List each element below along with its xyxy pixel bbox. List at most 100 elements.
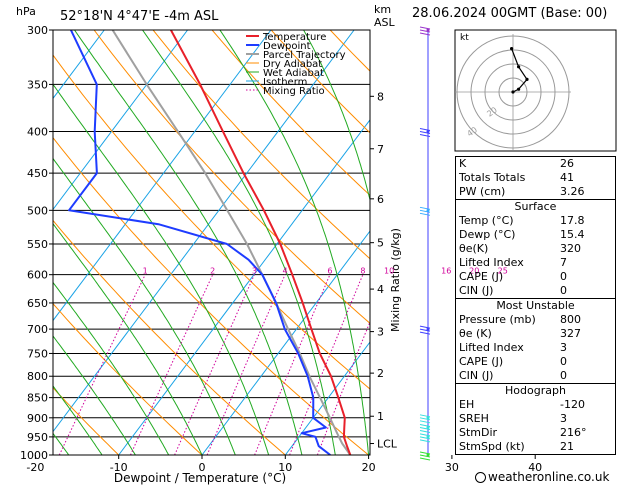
table-row: θe(K) 320 <box>456 242 615 256</box>
pressure-tick-label: 550 <box>27 238 48 251</box>
copyright-icon <box>475 472 486 483</box>
dry-adiabat-line <box>53 302 203 455</box>
temperature-tick-label: 0 <box>199 461 206 474</box>
row-label: Lifted Index <box>459 341 524 354</box>
wind-barb-tick <box>419 29 431 33</box>
table-row: Dewp (°C) 15.4 <box>456 228 615 242</box>
wind-barb-tick <box>419 451 431 455</box>
pressure-tick-label: 1000 <box>20 449 48 462</box>
table-row: Lifted Index 7 <box>456 256 615 270</box>
surface-section: Surface Temp (°C) 17.8 Dewp (°C) 15.4 θe(K) 3… <box>455 200 616 299</box>
most-unstable-table: Pressure (mb) 800 θe (K) 327 Lifted Index 3 CA… <box>456 313 615 383</box>
table-row: Lifted Index 3 <box>456 341 615 355</box>
temperature-tick-label: -10 <box>110 461 128 474</box>
mixing-ratio-line <box>206 274 286 455</box>
row-label: PW (cm) <box>459 185 506 198</box>
row-value: 216° <box>560 426 587 439</box>
row-value: 3 <box>560 341 567 354</box>
row-label: Temp (°C) <box>459 214 514 227</box>
dry-adiabat-line <box>53 54 370 390</box>
forecast-date: 28.06.2024 00GMT (Base: 00) <box>412 6 608 21</box>
wind-barb-column <box>419 26 431 461</box>
wind-barb-tick <box>419 26 431 30</box>
height-tick-label: 5 <box>377 237 384 250</box>
table-row: K 26 <box>456 157 616 172</box>
hodograph-unit: kt <box>460 33 469 43</box>
hodograph-title: Hodograph <box>505 384 566 397</box>
wind-barb-tick <box>419 209 431 213</box>
wind-barb-tick <box>419 417 431 421</box>
footer-link[interactable]: weatheronline.co.uk <box>488 470 610 484</box>
pressure-tick-label: 300 <box>27 24 48 37</box>
hodograph-point <box>511 90 515 94</box>
wind-barb-tick <box>419 426 431 430</box>
mixing-ratio-label: 2 <box>210 267 215 276</box>
row-value: 15.4 <box>560 228 585 241</box>
wet-adiabat-line <box>53 335 136 455</box>
dry-adiabat-line <box>53 387 120 455</box>
pressure-tick-label: 650 <box>27 297 48 310</box>
wind-barb <box>419 325 431 335</box>
legend-label: Dewpoint <box>263 41 311 52</box>
row-value: 17.8 <box>560 214 585 227</box>
wind-barb-tick <box>419 325 431 329</box>
height-tick-label: 2 <box>377 367 384 380</box>
wet-adiabat-line <box>53 157 236 455</box>
pressure-tick-label: 800 <box>27 370 48 383</box>
height-tick-label: 4 <box>377 283 384 296</box>
wind-barb <box>419 451 431 461</box>
row-label: EH <box>459 398 475 411</box>
x-axis-title: Dewpoint / Temperature (°C) <box>114 471 286 485</box>
mixing-ratio-label: 6 <box>327 267 332 276</box>
table-row: EH -120 <box>456 398 615 412</box>
row-label: Dewp (°C) <box>459 228 516 241</box>
height-tick-label: 7 <box>377 143 384 156</box>
wet-adiabat-line <box>303 30 370 202</box>
mixing-ratio-axis-title: Mixing Ratio (g/kg) <box>389 228 402 332</box>
pressure-tick-label: 850 <box>27 392 48 405</box>
table-row: θe (K) 327 <box>456 327 615 341</box>
height-unit-asl: ASL <box>374 16 396 29</box>
table-row: PW (cm) 3.26 <box>456 185 616 200</box>
wind-barb-tick <box>419 454 431 458</box>
mixing-ratio-label: 20 <box>469 267 479 276</box>
table-row: Pressure (mb) 800 <box>456 313 615 327</box>
wind-barb <box>419 26 431 36</box>
row-label: SREH <box>459 412 489 425</box>
wind-barb-tick <box>419 414 431 418</box>
row-value: 800 <box>560 313 581 326</box>
wind-barb-tick <box>419 436 431 440</box>
pressure-tick-label: 600 <box>27 269 48 282</box>
wind-barb-tick <box>419 457 431 461</box>
wet-adiabat-line <box>53 385 103 455</box>
row-label: K <box>459 157 467 170</box>
mixing-ratio-label: 8 <box>360 267 365 276</box>
row-label: Lifted Index <box>459 256 524 269</box>
row-value: 0 <box>560 369 567 382</box>
wind-barb <box>419 414 431 424</box>
row-value: 3.26 <box>560 185 585 198</box>
row-label: CIN (J) <box>459 369 494 382</box>
table-row: CIN (J) 0 <box>456 284 615 298</box>
pressure-tick-label: 900 <box>27 412 48 425</box>
wind-barb <box>419 128 431 138</box>
wind-barb-tick <box>419 128 431 132</box>
indices-panel: K 26 Totals Totals 41 PW (cm) 3.26 Surface Te… <box>455 156 616 455</box>
row-label: Totals Totals <box>459 171 526 184</box>
legend-label: Dry Adiabat <box>263 59 322 70</box>
wet-adiabat-line <box>53 83 270 455</box>
mixing-ratio-label: 25 <box>498 267 508 276</box>
row-value: 0 <box>560 284 567 297</box>
dry-adiabat-line <box>625 30 629 455</box>
footer[interactable]: weatheronline.co.uk <box>475 470 609 484</box>
wind-barb-tick <box>419 134 431 138</box>
row-value: 7 <box>560 256 567 269</box>
wind-barb-tick <box>419 420 431 424</box>
row-value: 3 <box>560 412 567 425</box>
wind-barb-tick <box>419 331 431 335</box>
hodograph-frame <box>454 29 617 152</box>
wet-adiabat-line <box>74 30 303 455</box>
row-value: 26 <box>560 157 574 170</box>
